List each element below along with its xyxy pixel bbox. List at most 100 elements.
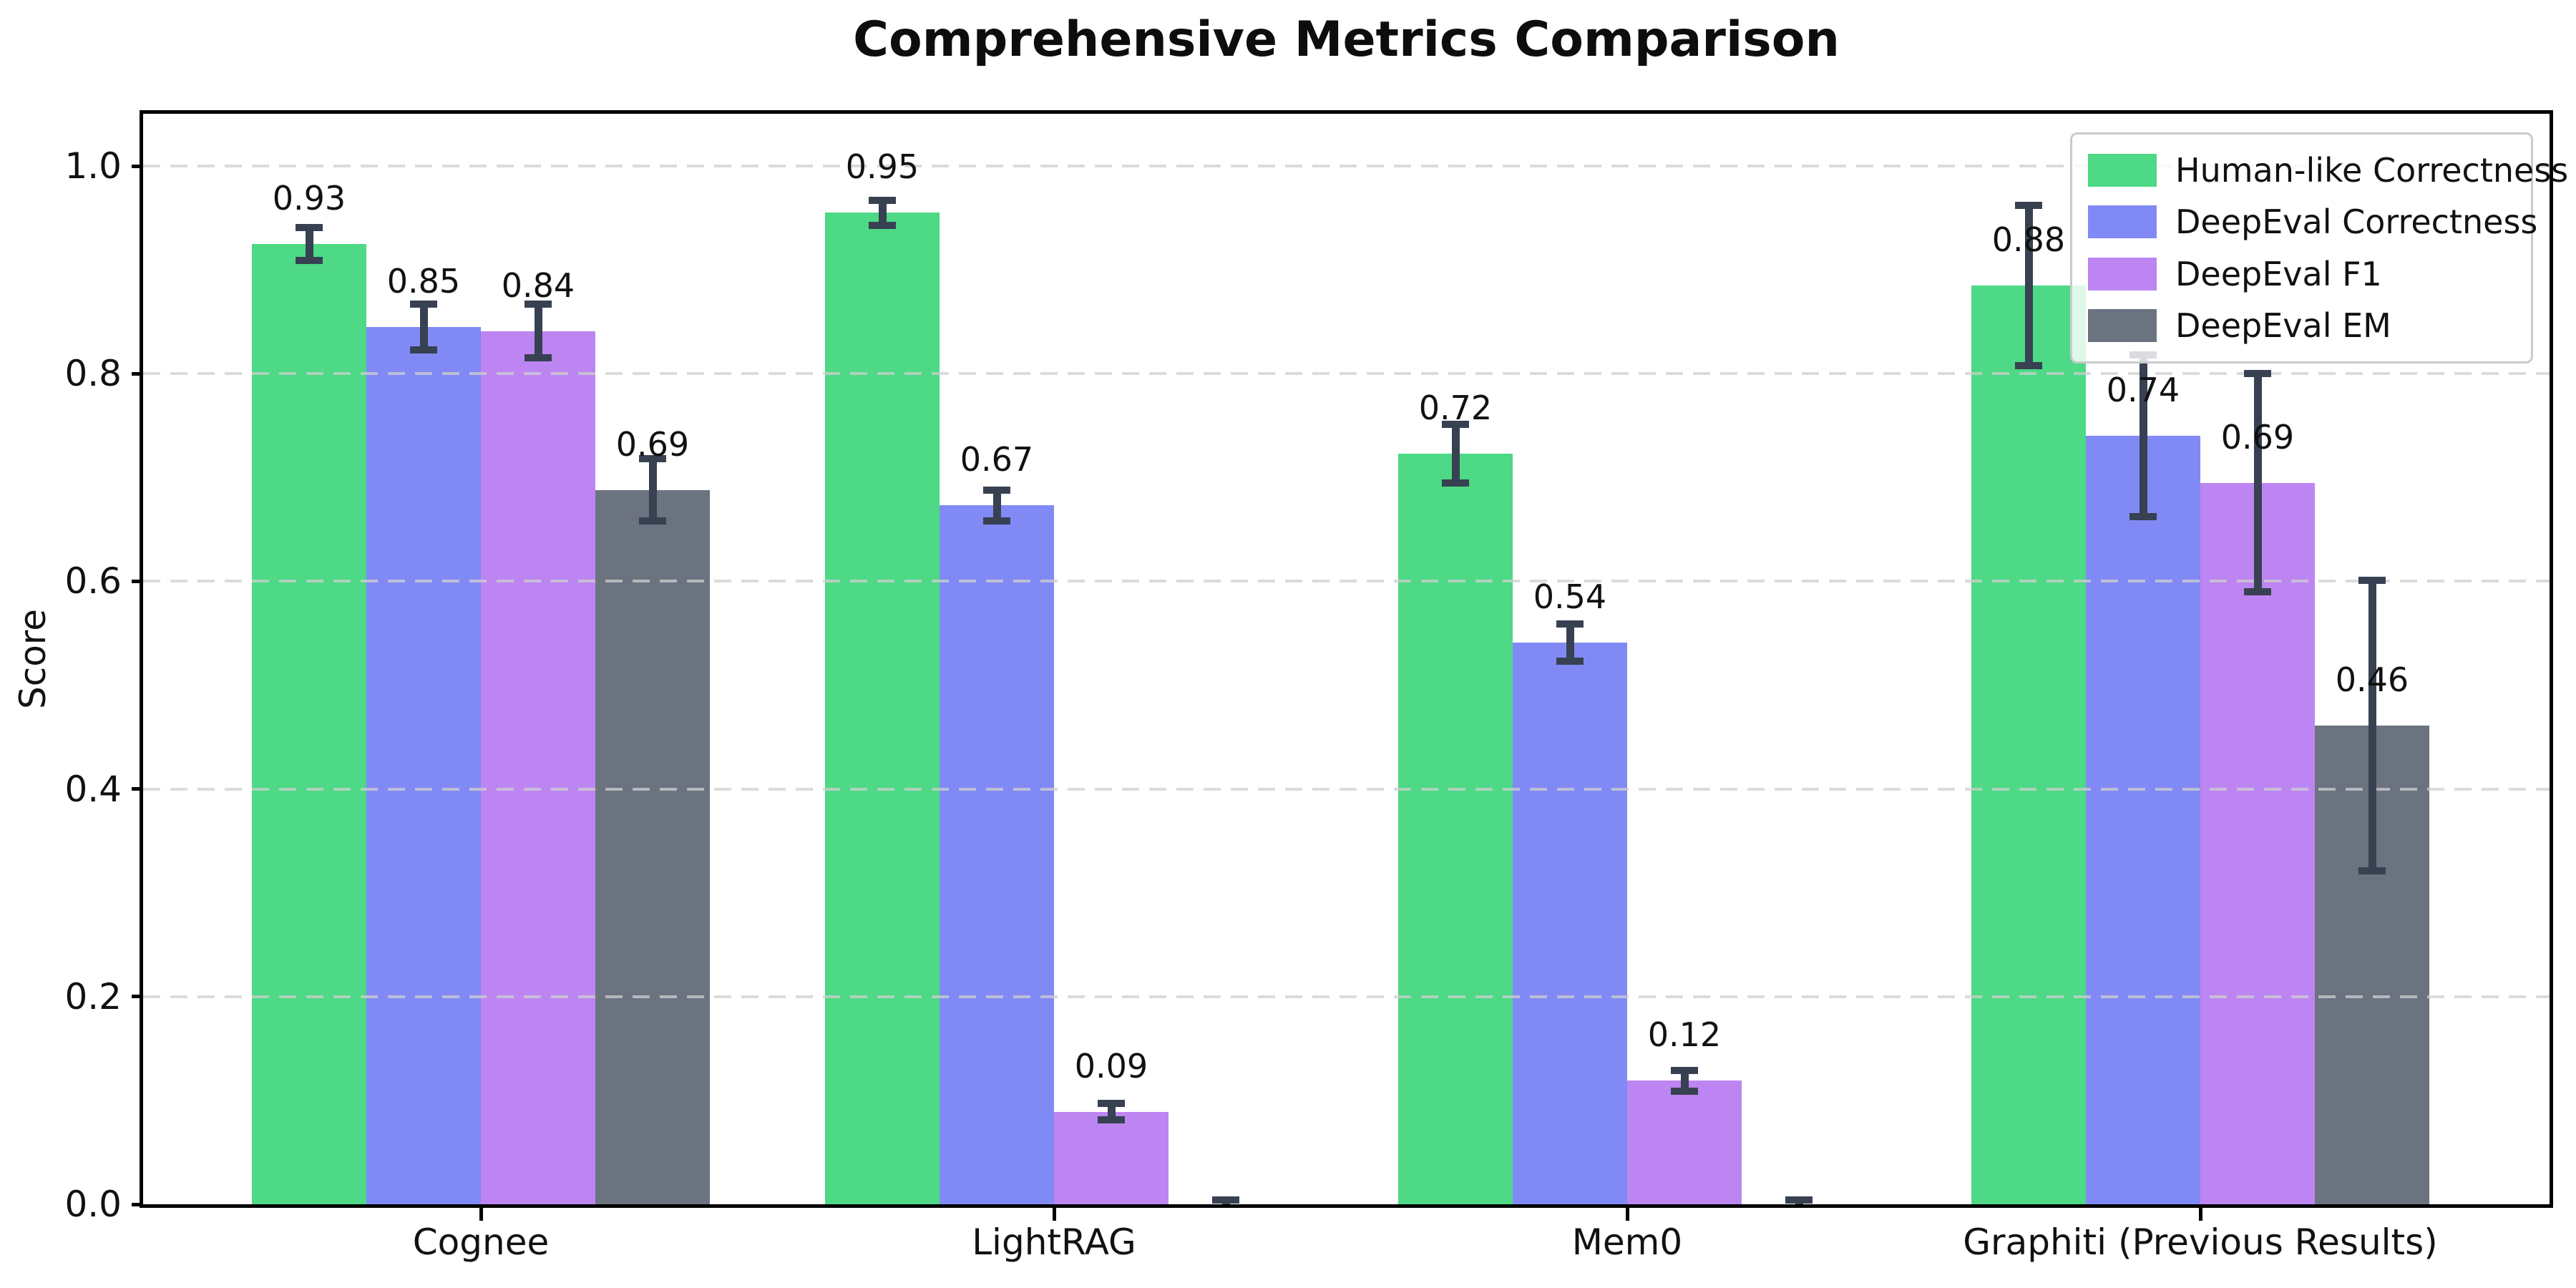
error-cap-top-human-like-correctness-cognee — [296, 223, 323, 231]
error-bar-deepeval-f1-cognee — [534, 303, 542, 358]
error-bar-deepeval-correctness-graphiti-previous-results — [2139, 355, 2147, 517]
legend-item-deepeval-correctness: DeepEval Correctness — [2088, 196, 2537, 248]
error-cap-bottom-deepeval-correctness-graphiti-previous-results — [2129, 513, 2157, 521]
error-bar-human-like-correctness-cognee — [305, 227, 313, 261]
bar-value-label-deepeval-f1-cognee: 0.84 — [501, 265, 575, 305]
bar-value-label-human-like-correctness-cognee: 0.93 — [272, 178, 346, 218]
bar-value-label-deepeval-correctness-cognee: 0.85 — [386, 261, 461, 301]
error-bar-human-like-correctness-graphiti-previous-results — [2024, 205, 2033, 366]
error-cap-bottom-deepeval-f1-lightrag — [1098, 1116, 1125, 1124]
y-tick-label-0.4: 0.4 — [64, 768, 122, 810]
error-cap-top-deepeval-f1-cognee — [525, 300, 552, 308]
y-tick-0.8 — [132, 371, 143, 376]
legend-label-deepeval-f1: DeepEval F1 — [2175, 254, 2382, 293]
legend-swatch-deepeval-correctness — [2088, 205, 2157, 239]
error-bar-deepeval-f1-lightrag — [1107, 1103, 1116, 1121]
error-cap-top-deepeval-correctness-mem0 — [1556, 620, 1584, 628]
error-bar-deepeval-f1-graphiti-previous-results — [2253, 374, 2262, 592]
error-cap-top-deepeval-em-cognee — [639, 455, 666, 463]
legend-label-deepeval-correctness: DeepEval Correctness — [2175, 203, 2538, 242]
error-cap-bottom-human-like-correctness-graphiti-previous-results — [2015, 361, 2042, 369]
x-tick-label-cognee: Cognee — [412, 1221, 550, 1263]
error-cap-bottom-human-like-correctness-lightrag — [869, 221, 896, 229]
error-cap-bottom-deepeval-em-cognee — [639, 517, 666, 525]
bar-value-label-human-like-correctness-mem0: 0.72 — [1418, 388, 1493, 427]
bar-human-like-correctness-lightrag — [825, 213, 940, 1204]
x-tick-label-graphiti-previous-results: Graphiti (Previous Results) — [1963, 1221, 2438, 1263]
error-cap-top-deepeval-em-graphiti-previous-results — [2358, 576, 2386, 584]
y-tick-0.2 — [132, 995, 143, 999]
error-cap-top-deepeval-em-lightrag — [1212, 1196, 1239, 1204]
y-tick-0.4 — [132, 787, 143, 791]
y-tick-label-0.2: 0.2 — [64, 975, 122, 1018]
error-cap-bottom-human-like-correctness-mem0 — [1442, 479, 1469, 487]
error-cap-bottom-deepeval-correctness-cognee — [410, 346, 437, 353]
bar-deepeval-correctness-mem0 — [1513, 643, 1627, 1204]
error-cap-top-deepeval-f1-mem0 — [1671, 1066, 1698, 1074]
error-cap-top-human-like-correctness-mem0 — [1442, 421, 1469, 429]
error-cap-top-deepeval-f1-graphiti-previous-results — [2244, 370, 2271, 378]
error-bar-deepeval-correctness-lightrag — [992, 489, 1001, 522]
bar-value-label-deepeval-em-graphiti-previous-results: 0.46 — [2335, 660, 2409, 700]
bar-value-label-deepeval-f1-mem0: 0.12 — [1647, 1015, 1722, 1055]
error-cap-top-deepeval-correctness-lightrag — [983, 486, 1010, 494]
error-bar-deepeval-f1-mem0 — [1680, 1070, 1689, 1091]
gridline-1 — [143, 165, 2550, 167]
bar-value-label-deepeval-correctness-mem0: 0.54 — [1533, 577, 1607, 616]
error-cap-bottom-deepeval-f1-cognee — [525, 354, 552, 362]
error-bar-deepeval-em-cognee — [648, 459, 657, 522]
legend-label-human-like-correctness: Human-like Correctness — [2175, 151, 2569, 190]
spine-top — [140, 110, 2553, 114]
x-tick-label-lightrag: LightRAG — [972, 1221, 1136, 1263]
x-tick-mem0 — [1625, 1208, 1629, 1221]
error-cap-bottom-human-like-correctness-cognee — [296, 257, 323, 265]
x-tick-label-mem0: Mem0 — [1571, 1221, 1683, 1263]
legend-item-deepeval-em: DeepEval EM — [2088, 300, 2515, 351]
y-tick-0 — [132, 1202, 143, 1206]
error-bar-deepeval-correctness-cognee — [419, 303, 428, 350]
y-tick-1 — [132, 164, 143, 168]
error-cap-bottom-deepeval-correctness-lightrag — [983, 517, 1010, 525]
gridline-0.2 — [143, 995, 2550, 998]
y-tick-label-0.8: 0.8 — [64, 353, 122, 395]
error-cap-top-deepeval-em-mem0 — [1785, 1196, 1813, 1204]
bar-human-like-correctness-cognee — [252, 243, 366, 1204]
bar-deepeval-correctness-lightrag — [940, 505, 1054, 1204]
gridline-0.8 — [143, 372, 2550, 376]
legend: Human-like Correctness DeepEval Correctne… — [2070, 132, 2568, 364]
error-cap-bottom-deepeval-correctness-mem0 — [1556, 658, 1584, 665]
bar-deepeval-f1-mem0 — [1627, 1080, 1742, 1204]
legend-swatch-deepeval-em — [2088, 308, 2157, 342]
error-cap-top-deepeval-f1-lightrag — [1098, 1100, 1125, 1108]
error-cap-top-human-like-correctness-lightrag — [869, 196, 896, 204]
y-tick-0.6 — [132, 579, 143, 583]
bar-value-label-deepeval-f1-lightrag: 0.09 — [1074, 1046, 1148, 1085]
x-tick-lightrag — [1052, 1208, 1056, 1221]
error-cap-bottom-deepeval-em-graphiti-previous-results — [2358, 867, 2386, 875]
error-cap-top-human-like-correctness-graphiti-previous-results — [2015, 202, 2042, 210]
spine-left — [140, 110, 143, 1208]
error-cap-bottom-deepeval-f1-graphiti-previous-results — [2244, 587, 2271, 595]
bar-value-label-deepeval-em-cognee: 0.69 — [615, 424, 690, 464]
y-tick-label-0.6: 0.6 — [64, 560, 122, 602]
bar-human-like-correctness-mem0 — [1398, 453, 1513, 1204]
legend-item-deepeval-f1: DeepEval F1 — [2088, 248, 2515, 300]
legend-label-deepeval-em: DeepEval EM — [2175, 306, 2391, 345]
gridline-0.4 — [143, 787, 2550, 791]
error-cap-bottom-deepeval-f1-mem0 — [1671, 1087, 1698, 1095]
error-bar-human-like-correctness-lightrag — [878, 200, 887, 225]
error-bar-deepeval-em-graphiti-previous-results — [2368, 580, 2376, 872]
bar-deepeval-correctness-cognee — [366, 326, 481, 1204]
y-tick-label-0: 0.0 — [64, 1184, 122, 1225]
y-tick-label-1: 1.0 — [64, 145, 122, 187]
gridline-0.6 — [143, 580, 2550, 583]
x-tick-graphiti-previous-results — [2198, 1208, 2202, 1221]
bar-deepeval-f1-cognee — [481, 331, 595, 1204]
bar-value-label-deepeval-correctness-lightrag: 0.67 — [960, 440, 1034, 479]
spine-bottom — [140, 1204, 2553, 1208]
bar-deepeval-f1-graphiti-previous-results — [2200, 482, 2315, 1204]
bar-value-label-deepeval-correctness-graphiti-previous-results: 0.74 — [2106, 371, 2180, 410]
error-bar-deepeval-correctness-mem0 — [1566, 623, 1574, 662]
x-tick-cognee — [479, 1208, 483, 1221]
